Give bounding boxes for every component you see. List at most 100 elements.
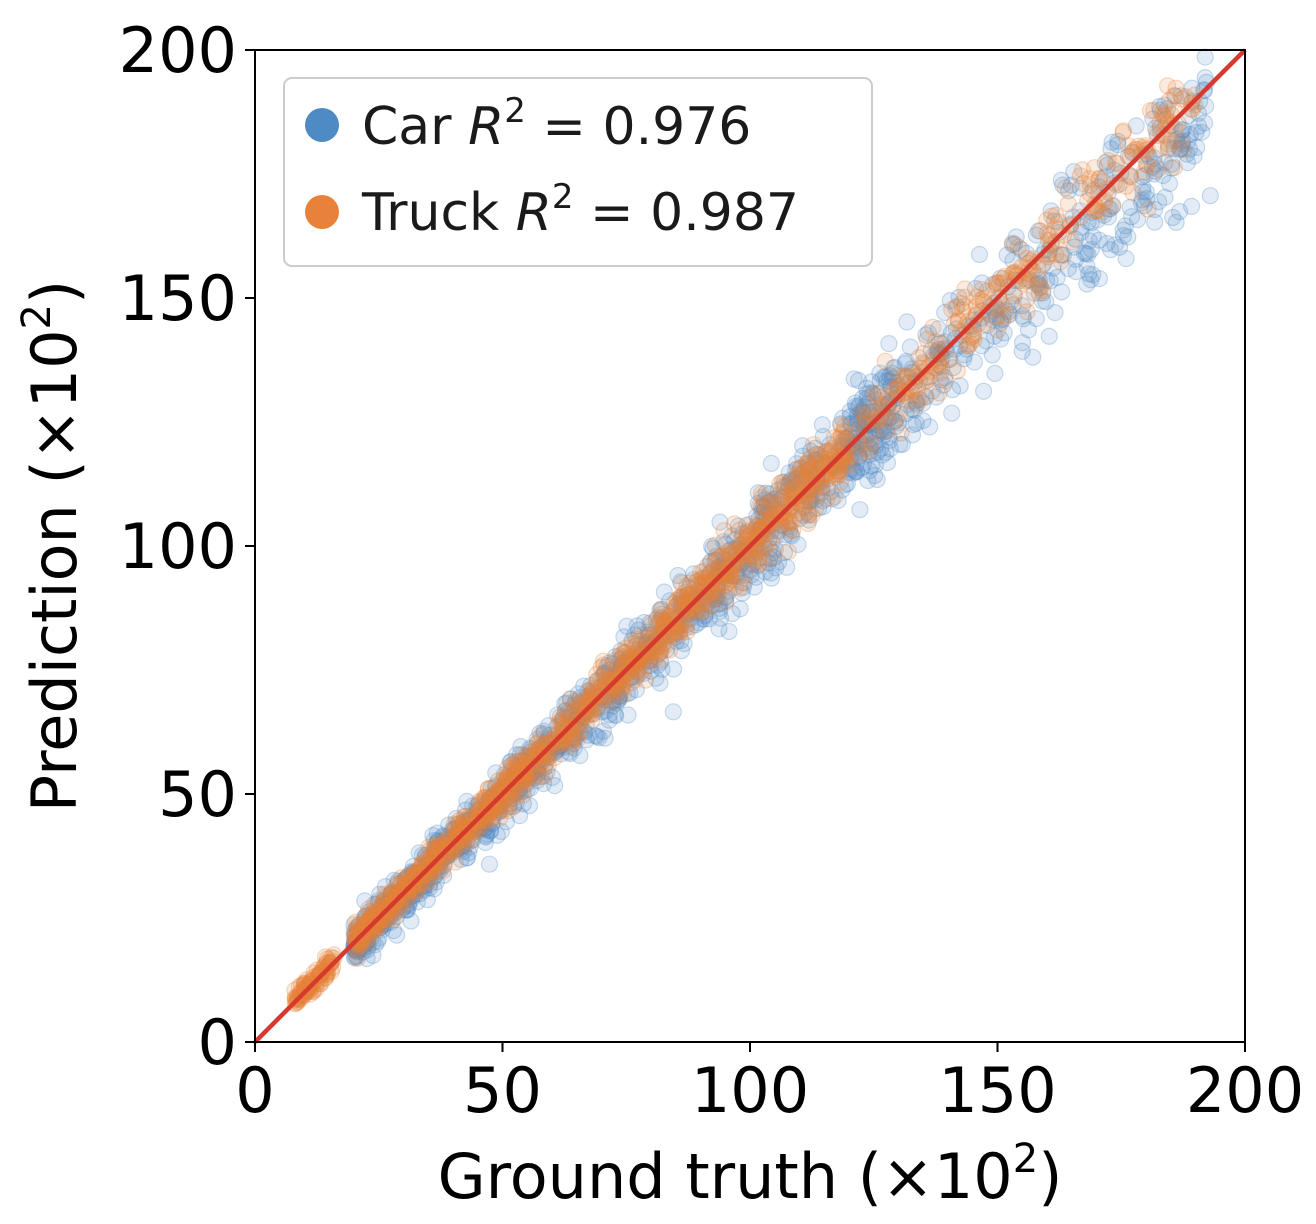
scatter-point <box>502 763 520 781</box>
scatter-point <box>884 359 903 377</box>
scatter-point <box>399 895 418 913</box>
scatter-point <box>726 531 744 549</box>
scatter-point <box>776 526 794 544</box>
scatter-point <box>845 370 863 388</box>
scatter-point <box>649 656 667 675</box>
scatter-point <box>782 525 800 543</box>
scatter-point <box>1102 140 1120 158</box>
scatter-point <box>348 948 366 966</box>
scatter-point <box>675 634 693 653</box>
scatter-point <box>354 943 372 961</box>
scatter-point <box>927 332 945 351</box>
scatter-point <box>850 447 869 465</box>
scatter-point <box>881 367 899 385</box>
scatter-point <box>709 595 727 613</box>
scatter-point <box>385 889 403 908</box>
scatter-point <box>897 352 915 370</box>
scatter-point <box>513 782 532 800</box>
scatter-point <box>631 651 649 669</box>
scatter-point <box>484 791 502 809</box>
scatter-point <box>1086 195 1104 213</box>
scatter-point <box>692 604 710 622</box>
scatter-point <box>829 462 847 480</box>
scatter-point <box>756 500 774 518</box>
scatter-point <box>720 541 738 560</box>
scatter-point <box>1132 194 1150 212</box>
scatter-point <box>607 694 625 712</box>
scatter-point <box>645 636 664 654</box>
scatter-point <box>520 796 539 815</box>
scatter-point <box>482 792 500 811</box>
scatter-point <box>698 557 717 576</box>
scatter-point <box>569 685 588 703</box>
scatter-point <box>1084 181 1103 199</box>
scatter-point <box>801 460 819 478</box>
scatter-point <box>813 449 831 467</box>
scatter-point <box>802 491 821 509</box>
scatter-point <box>560 731 579 749</box>
scatter-point <box>911 390 929 408</box>
scatter-point <box>730 567 748 586</box>
scatter-point <box>346 949 364 967</box>
scatter-point <box>887 410 906 428</box>
scatter-point <box>596 702 614 720</box>
scatter-point <box>793 437 812 455</box>
scatter-point <box>508 783 526 801</box>
scatter-point <box>522 743 540 761</box>
scatter-point <box>463 831 482 849</box>
scatter-point <box>617 665 635 683</box>
scatter-point <box>402 912 420 930</box>
scatter-point <box>652 600 670 618</box>
scatter-point <box>316 948 335 966</box>
scatter-point <box>702 552 720 571</box>
scatter-point <box>704 539 722 557</box>
scatter-point <box>1188 138 1206 156</box>
scatter-point <box>477 828 495 846</box>
scatter-point <box>483 814 501 833</box>
scatter-point <box>1141 101 1160 120</box>
scatter-point <box>838 474 857 493</box>
scatter-point <box>641 614 659 632</box>
scatter-point <box>1017 291 1035 309</box>
scatter-point <box>866 466 884 485</box>
scatter-point <box>561 690 579 708</box>
scatter-point <box>433 842 451 860</box>
scatter-point <box>458 849 476 867</box>
scatter-point <box>394 880 412 898</box>
scatter-point <box>1098 234 1116 253</box>
scatter-point <box>744 555 762 574</box>
scatter-point <box>375 892 393 910</box>
scatter-point <box>467 797 486 816</box>
scatter-point <box>866 436 885 454</box>
scatter-point <box>1035 255 1053 273</box>
scatter-point <box>540 716 558 735</box>
scatter-point <box>783 527 801 545</box>
scatter-point <box>723 527 741 545</box>
scatter-point <box>604 697 622 715</box>
scatter-point <box>420 854 438 873</box>
scatter-point <box>802 459 820 477</box>
scatter-point <box>349 949 367 967</box>
scatter-point <box>684 565 703 583</box>
scatter-point <box>433 841 451 859</box>
scatter-point <box>1080 265 1098 283</box>
scatter-point <box>994 269 1013 288</box>
scatter-point <box>799 514 817 533</box>
scatter-point <box>793 469 811 487</box>
scatter-point <box>1037 271 1056 289</box>
scatter-point <box>301 982 319 1000</box>
scatter-point <box>1030 271 1049 289</box>
scatter-point <box>528 730 546 748</box>
scatter-point <box>695 607 713 625</box>
scatter-point <box>1059 195 1077 213</box>
scatter-point <box>1084 228 1102 246</box>
scatter-point <box>1077 244 1095 262</box>
scatter-point <box>881 378 900 396</box>
scatter-point <box>808 465 827 483</box>
scatter-point <box>737 516 756 534</box>
scatter-point <box>514 786 533 804</box>
scatter-point <box>446 821 464 839</box>
scatter-point <box>800 491 818 509</box>
scatter-point <box>371 885 389 904</box>
scatter-point <box>389 874 407 893</box>
